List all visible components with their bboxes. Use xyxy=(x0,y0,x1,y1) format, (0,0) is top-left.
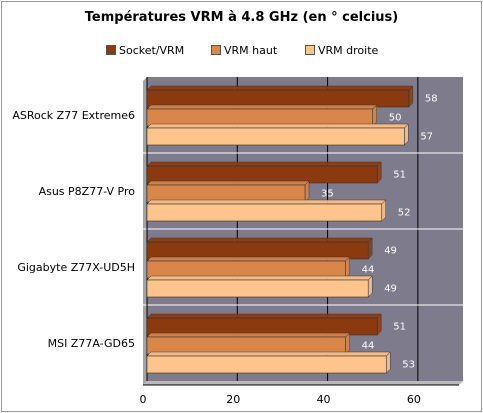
x-tick-label: 0 xyxy=(140,393,147,406)
y-tick-label-asus-p8z77-v-pro: Asus P8Z77-V Pro xyxy=(39,185,136,198)
data-label-gigabyte-z77x-ud5h-vrm-haut: 44 xyxy=(362,265,375,276)
data-label-msi-z77a-gd65-vrm-droite: 53 xyxy=(402,360,415,371)
bar-top-msi-z77a-gd65-socket-vrm xyxy=(146,313,382,319)
bar-top-asrock-z77-extreme6-vrm-haut xyxy=(146,104,378,110)
data-label-msi-z77a-gd65-socket-vrm: 51 xyxy=(393,322,406,333)
y-tick-label-asrock-z77-extreme6: ASRock Z77 Extreme6 xyxy=(12,109,135,122)
data-label-gigabyte-z77x-ud5h-vrm-droite: 49 xyxy=(384,284,397,295)
bar-top-gigabyte-z77x-ud5h-vrm-droite xyxy=(146,275,373,281)
legend-swatch-vrm-droite xyxy=(305,45,315,55)
bar-asrock-z77-extreme6-vrm-haut xyxy=(146,108,374,127)
x-tick-label: 20 xyxy=(226,393,240,406)
legend-swatch-socket-vrm xyxy=(106,45,116,55)
data-label-asus-p8z77-v-pro-socket-vrm: 51 xyxy=(393,170,406,181)
legend-label-vrm-droite: VRM droite xyxy=(318,44,379,57)
legend-item-vrm-haut: VRM haut xyxy=(211,44,277,57)
x-tick-label: 60 xyxy=(407,393,421,406)
plot-floor xyxy=(143,381,463,385)
data-label-msi-z77a-gd65-vrm-haut: 44 xyxy=(362,341,375,352)
bar-top-asrock-z77-extreme6-vrm-droite xyxy=(146,123,409,129)
bar-top-asrock-z77-extreme6-socket-vrm xyxy=(146,85,414,91)
legend-item-vrm-droite: VRM droite xyxy=(305,44,378,57)
bar-asus-p8z77-v-pro-vrm-droite xyxy=(146,203,383,222)
bar-top-gigabyte-z77x-ud5h-vrm-haut xyxy=(146,256,351,262)
bar-top-msi-z77a-gd65-vrm-haut xyxy=(146,332,351,338)
y-tick-label-msi-z77a-gd65: MSI Z77A-GD65 xyxy=(48,337,135,350)
bar-asrock-z77-extreme6-socket-vrm xyxy=(146,89,410,108)
x-tick-label: 40 xyxy=(317,393,331,406)
bar-gigabyte-z77x-ud5h-vrm-droite xyxy=(146,279,369,298)
data-label-gigabyte-z77x-ud5h-socket-vrm: 49 xyxy=(384,246,397,257)
data-label-asrock-z77-extreme6-vrm-droite: 57 xyxy=(420,132,433,143)
data-label-asus-p8z77-v-pro-vrm-droite: 52 xyxy=(398,208,411,219)
bar-top-asus-p8z77-v-pro-socket-vrm xyxy=(146,161,382,167)
bar-asus-p8z77-v-pro-socket-vrm xyxy=(146,165,378,184)
data-label-asus-p8z77-v-pro-vrm-haut: 35 xyxy=(321,189,334,200)
data-label-asrock-z77-extreme6-vrm-haut: 50 xyxy=(389,113,402,124)
bar-top-asus-p8z77-v-pro-vrm-droite xyxy=(146,199,387,205)
bar-asus-p8z77-v-pro-vrm-haut xyxy=(146,184,306,203)
plot-side-wall xyxy=(143,77,147,385)
y-tick-label-gigabyte-z77x-ud5h: Gigabyte Z77X-UD5H xyxy=(17,261,135,274)
bar-msi-z77a-gd65-vrm-droite xyxy=(146,355,387,374)
legend-item-socket-vrm: Socket/VRM xyxy=(106,44,184,57)
legend-label-socket-vrm: Socket/VRM xyxy=(119,44,185,57)
bar-asrock-z77-extreme6-vrm-droite xyxy=(146,127,405,146)
bar-msi-z77a-gd65-socket-vrm xyxy=(146,317,378,336)
bar-gigabyte-z77x-ud5h-vrm-haut xyxy=(146,260,346,279)
legend-label-vrm-haut: VRM haut xyxy=(224,44,278,57)
bar-top-asus-p8z77-v-pro-vrm-haut xyxy=(146,180,310,186)
bar-gigabyte-z77x-ud5h-socket-vrm xyxy=(146,241,369,260)
bar-top-gigabyte-z77x-ud5h-socket-vrm xyxy=(146,237,373,243)
bar-top-msi-z77a-gd65-vrm-droite xyxy=(146,351,391,357)
legend-swatch-vrm-haut xyxy=(211,45,221,55)
bar-msi-z77a-gd65-vrm-haut xyxy=(146,336,346,355)
chart-title: Températures VRM à 4.8 GHz (en ° celcius… xyxy=(84,10,399,25)
data-label-asrock-z77-extreme6-socket-vrm: 58 xyxy=(425,94,438,105)
